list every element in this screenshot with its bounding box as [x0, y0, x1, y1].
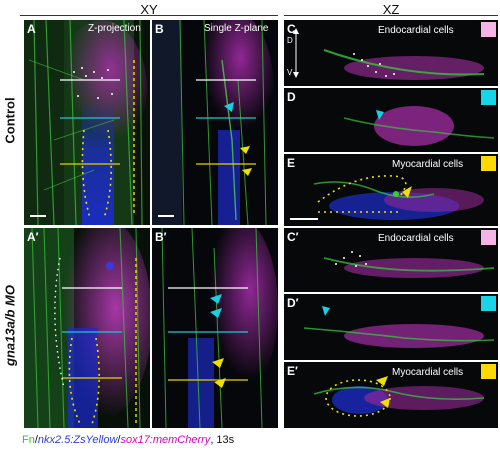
panel-b-prime-image — [152, 228, 278, 428]
row-label-control-wrap: Control — [0, 20, 22, 225]
panel-e-prime: E′ Myocardial cells — [284, 362, 498, 428]
panel-d-prime: D′ — [284, 294, 498, 360]
panel-e-title: Myocardial cells — [392, 159, 464, 170]
myocardial-marker — [481, 156, 496, 171]
xz-header: XZ — [382, 2, 400, 17]
panel-e-image — [284, 154, 498, 226]
panel-b-image — [152, 20, 278, 225]
panel-a: A Z-projection — [24, 20, 150, 225]
axis-v-label: V — [287, 68, 293, 77]
panel-d: D — [284, 88, 498, 152]
panel-b-scale-bar — [158, 215, 174, 217]
panel-b-title: Single Z-plane — [204, 23, 269, 34]
panel-a-image — [24, 20, 150, 225]
panel-d-prime-label: D′ — [287, 296, 299, 310]
panel-b-label: B — [155, 22, 164, 36]
panel-b-prime: B′ — [152, 228, 278, 428]
panel-c-prime: C′ Endocardial cells — [284, 228, 498, 292]
panel-c-label: C — [287, 22, 296, 36]
axis-d-label: D — [287, 36, 293, 45]
panel-e-scale-bar — [290, 218, 318, 220]
caption-tail: , 13s — [210, 434, 235, 446]
panel-c-prime-label: C′ — [287, 230, 299, 244]
caption-fn: Fn — [22, 434, 35, 446]
panel-a-prime: A′ — [24, 228, 150, 428]
caption-sep-1: / — [34, 434, 38, 446]
panel-a-prime-label: A′ — [27, 230, 39, 244]
panel-d-image — [284, 88, 498, 152]
panel-a-prime-image — [24, 228, 150, 428]
panel-e-label: E — [287, 156, 296, 170]
caption: Fn/nkx2.5:ZsYellow/sox17:memCherry, 13s — [22, 434, 234, 446]
endocardial-marker — [481, 22, 496, 37]
row-label-control: Control — [2, 97, 18, 144]
caption-sox: sox17:memCherry — [120, 434, 211, 446]
panel-e: E Myocardial cells — [284, 154, 498, 226]
caption-sep-2: / — [117, 434, 121, 446]
xy-header: XY — [140, 2, 158, 17]
panel-c-prime-image — [284, 228, 498, 292]
panel-a-scale-bar — [30, 215, 46, 217]
panel-b-prime-label: B′ — [155, 230, 167, 244]
xy-header-rule — [20, 15, 278, 16]
panel-b: B Single Z-plane — [152, 20, 278, 225]
row-label-mo: gna13a/b MO — [2, 285, 18, 366]
xz-header-rule — [284, 15, 498, 16]
panel-c-prime-title: Endocardial cells — [378, 233, 454, 244]
cyan-marker-prime — [481, 296, 496, 311]
panel-d-label: D — [287, 90, 296, 104]
panel-e-prime-title: Myocardial cells — [392, 367, 464, 378]
panel-a-label: A — [27, 22, 36, 36]
panel-c: C Endocardial cells D V — [284, 20, 498, 86]
cyan-marker — [481, 90, 496, 105]
panel-d-prime-image — [284, 294, 498, 360]
panel-c-title: Endocardial cells — [378, 25, 454, 36]
caption-nkx: nkx2.5:ZsYellow — [37, 434, 118, 446]
endocardial-marker-prime — [481, 230, 496, 245]
myocardial-marker-prime — [481, 364, 496, 379]
panel-e-prime-image — [284, 362, 498, 428]
panel-e-prime-label: E′ — [287, 364, 298, 378]
panel-a-title: Z-projection — [88, 23, 141, 34]
row-label-mo-wrap: gna13a/b MO — [0, 228, 22, 428]
panel-c-image — [284, 20, 498, 86]
